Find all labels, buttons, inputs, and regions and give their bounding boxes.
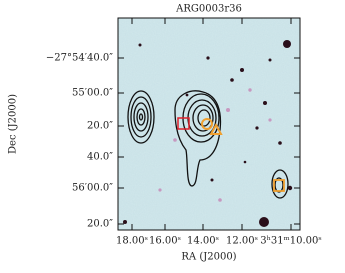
x-tick-label: 16.00ˢ — [149, 236, 181, 247]
y-tick-label: 20.0″ — [87, 121, 113, 132]
marker — [177, 117, 190, 130]
y-tick-label: −27°54′40.0″ — [46, 53, 113, 64]
y-tick-label: 40.0″ — [87, 152, 113, 163]
frame — [117, 17, 301, 231]
marker — [201, 118, 213, 130]
sky-image — [118, 18, 300, 230]
x-tick-label: 14.00ˢ — [187, 236, 219, 247]
x-tick-label: 12.00ˢ — [226, 236, 258, 247]
marker — [209, 122, 223, 135]
y-tick-label: 55′00.0″ — [72, 88, 113, 99]
x-tick-label: 18.00ˢ — [116, 236, 148, 247]
x-tick-label: 3ʰ31ᵐ10.00ˢ — [260, 236, 322, 247]
y-tick-label: 56′00.0″ — [72, 183, 113, 194]
title: ARG0003r36 — [175, 4, 242, 15]
y-axis-label: Dec (J2000) — [8, 94, 19, 154]
x-axis-label: RA (J2000) — [181, 252, 236, 263]
y-tick-label: 20.0″ — [87, 219, 113, 230]
marker — [273, 179, 285, 192]
